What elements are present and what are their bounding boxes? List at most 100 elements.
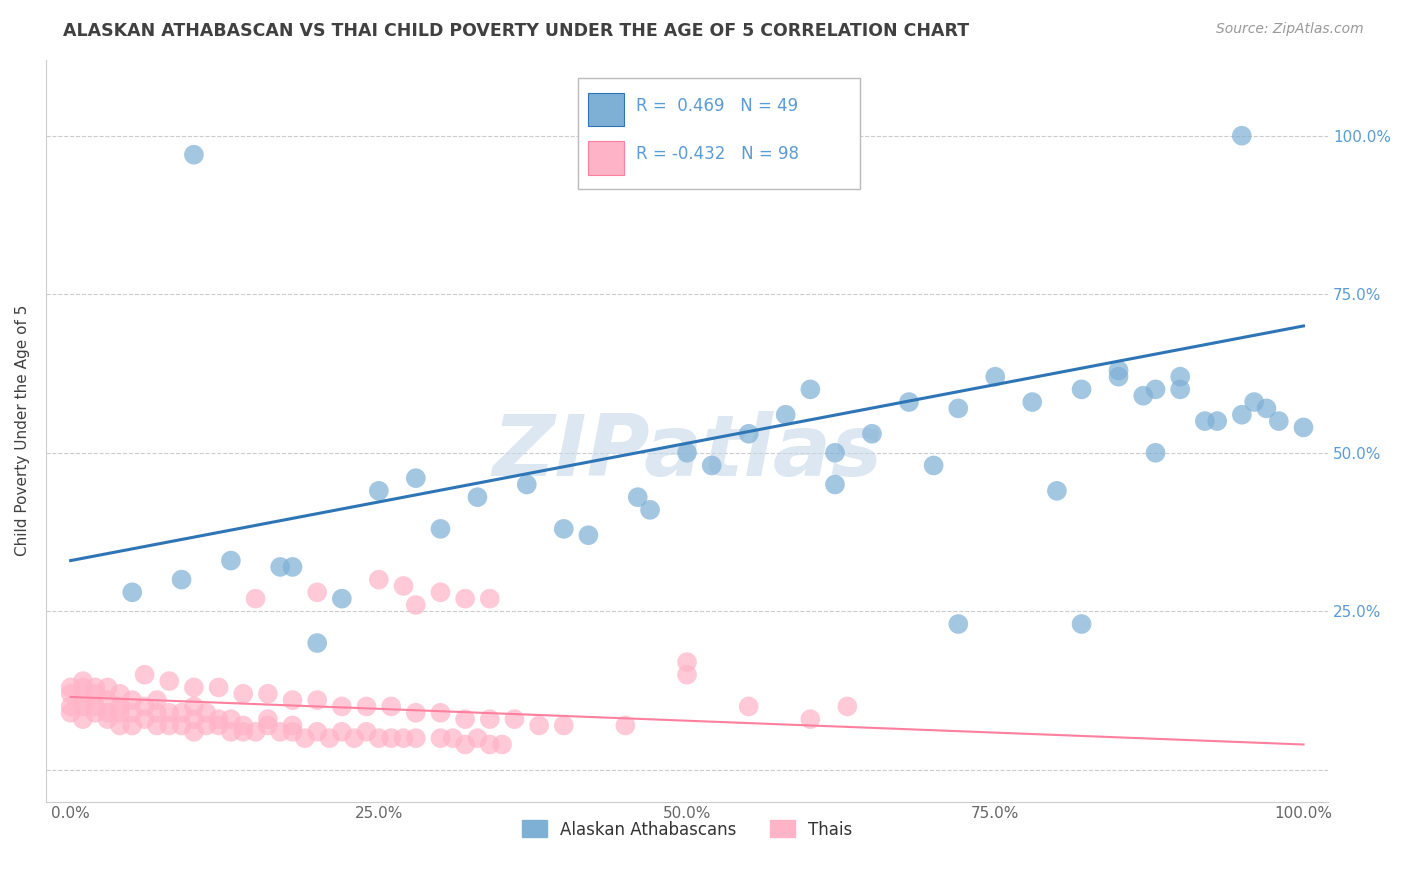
Point (157, 706, 180, 720)
Point (170, 718, 193, 732)
Point (614, 718, 637, 732)
Point (281, 724, 304, 739)
Point (97, 712, 120, 726)
Point (454, 591, 477, 606)
Point (405, 598, 427, 612)
Point (269, 560, 291, 574)
Point (84, 681, 107, 695)
Point (219, 553, 242, 567)
Point (799, 383, 821, 397)
Point (330, 724, 353, 739)
Point (578, 528, 600, 542)
Point (638, 503, 661, 517)
Point (232, 687, 254, 701)
Point (245, 591, 267, 606)
Point (738, 699, 761, 714)
Point (97, 681, 120, 695)
Point (454, 712, 477, 726)
Point (478, 738, 501, 752)
Point (307, 636, 329, 650)
Point (1132, 389, 1154, 403)
Point (429, 706, 451, 720)
Point (232, 724, 254, 739)
Point (1243, 395, 1265, 409)
Point (478, 712, 501, 726)
Point (676, 667, 699, 681)
Point (207, 681, 229, 695)
Point (146, 706, 169, 720)
Point (134, 699, 156, 714)
Point (1021, 395, 1043, 409)
Point (467, 731, 489, 746)
Point (84, 699, 107, 714)
Point (948, 401, 970, 416)
Point (429, 522, 451, 536)
Point (307, 585, 329, 599)
Point (454, 738, 477, 752)
Point (1108, 369, 1130, 384)
Legend: Alaskan Athabascans, Thais: Alaskan Athabascans, Thais (515, 814, 859, 846)
Point (157, 674, 180, 689)
Point (183, 724, 205, 739)
Point (108, 718, 131, 732)
Point (257, 687, 280, 701)
Point (1046, 483, 1069, 498)
Point (195, 706, 218, 720)
Point (1194, 414, 1216, 428)
Point (183, 681, 205, 695)
Point (307, 693, 329, 707)
Point (281, 718, 304, 732)
Point (1230, 408, 1253, 422)
Point (108, 706, 131, 720)
Point (1292, 420, 1315, 434)
Point (553, 522, 575, 536)
Point (824, 446, 846, 460)
Point (72, 712, 94, 726)
Point (392, 731, 415, 746)
Point (59, 687, 82, 701)
Point (860, 426, 883, 441)
Point (1168, 383, 1191, 397)
Point (1168, 369, 1191, 384)
Point (775, 408, 797, 422)
Point (1070, 383, 1092, 397)
Point (59, 681, 82, 695)
Point (553, 718, 575, 732)
Point (84, 706, 107, 720)
Point (170, 573, 193, 587)
Point (700, 458, 723, 473)
Point (922, 458, 945, 473)
Point (405, 731, 427, 746)
FancyBboxPatch shape (578, 78, 860, 189)
Point (429, 585, 451, 599)
Point (799, 712, 821, 726)
Point (738, 426, 761, 441)
Point (294, 731, 316, 746)
Point (59, 706, 82, 720)
Point (837, 699, 859, 714)
Point (380, 699, 402, 714)
Point (627, 490, 650, 504)
Point (1230, 128, 1253, 143)
Point (318, 731, 340, 746)
Point (1070, 617, 1092, 632)
Point (307, 724, 329, 739)
Point (516, 477, 538, 491)
Point (108, 687, 131, 701)
Point (367, 731, 389, 746)
Point (1268, 414, 1291, 428)
Point (269, 724, 291, 739)
Point (676, 446, 699, 460)
Bar (588, 93, 624, 127)
Point (97, 706, 120, 720)
Point (405, 471, 427, 485)
Point (72, 699, 94, 714)
Text: ZIPatlas: ZIPatlas (492, 411, 882, 494)
Point (824, 477, 846, 491)
Point (281, 560, 304, 574)
Point (257, 718, 280, 732)
Bar (588, 141, 624, 175)
Point (467, 490, 489, 504)
Point (491, 738, 513, 752)
Text: Source: ZipAtlas.com: Source: ZipAtlas.com (1216, 22, 1364, 37)
